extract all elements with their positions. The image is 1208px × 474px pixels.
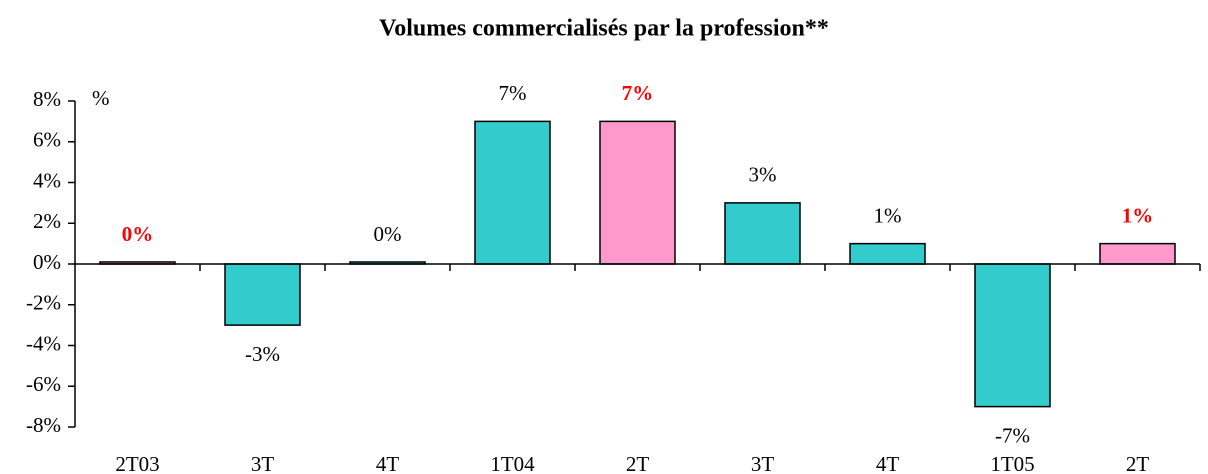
x-tick-label: 2T03 [115, 452, 159, 474]
unit-label: % [92, 86, 110, 110]
bar [1099, 242, 1176, 265]
y-tick-label: 4% [33, 168, 61, 192]
data-label: 3% [749, 163, 777, 187]
bar [724, 202, 801, 265]
data-label: 0% [374, 222, 402, 246]
x-tick-label: 3T [251, 452, 275, 474]
data-label: 7% [499, 81, 527, 105]
y-tick-label: -4% [26, 331, 61, 355]
y-tick-label: 6% [33, 128, 61, 152]
x-tick-label: 2T [626, 452, 650, 474]
x-tick-label: 4T [376, 452, 400, 474]
data-label: 1% [1122, 203, 1154, 227]
x-tick-label: 1T05 [990, 452, 1034, 474]
bar [974, 263, 1051, 408]
bar [224, 263, 301, 326]
y-tick-label: -6% [26, 372, 61, 396]
y-tick-label: 8% [33, 87, 61, 111]
data-label: 0% [122, 222, 154, 246]
bar [849, 242, 926, 265]
data-label: 1% [874, 203, 902, 227]
data-label: 7% [622, 81, 654, 105]
y-tick-label: -8% [26, 413, 61, 437]
y-tick-label: -2% [26, 291, 61, 315]
x-tick-label: 1T04 [490, 452, 535, 474]
data-label: -3% [245, 342, 280, 366]
x-tick-label: 4T [876, 452, 900, 474]
data-label: -7% [995, 423, 1030, 447]
bar [474, 120, 551, 265]
x-tick-label: 2T [1126, 452, 1150, 474]
y-tick-label: 0% [33, 250, 61, 274]
chart-title: Volumes commercialisés par la profession… [379, 16, 829, 42]
y-tick-label: 2% [33, 209, 61, 233]
x-tick-label: 3T [751, 452, 775, 474]
bar [599, 120, 676, 265]
